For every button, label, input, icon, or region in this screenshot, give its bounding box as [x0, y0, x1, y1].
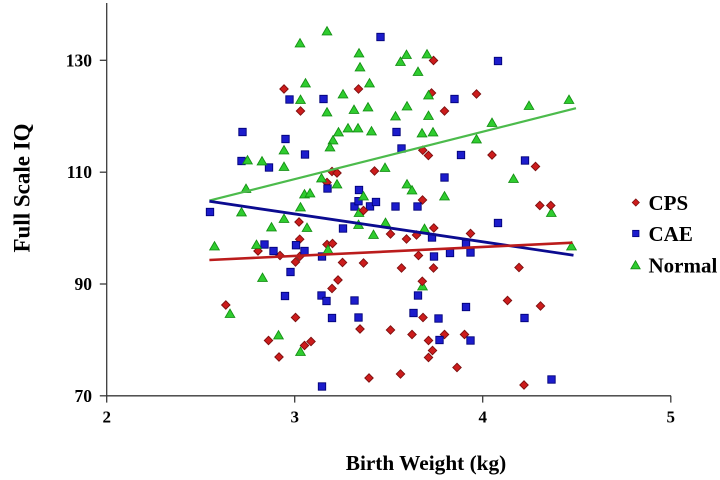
svg-text:70: 70 — [75, 386, 93, 406]
svg-text:2: 2 — [102, 408, 111, 427]
svg-text:4: 4 — [478, 408, 487, 427]
svg-text:3: 3 — [290, 408, 299, 427]
svg-text:Normal: Normal — [649, 254, 718, 278]
svg-text:Birth Weight (kg): Birth Weight (kg) — [346, 451, 507, 475]
svg-text:Full Scale IQ: Full Scale IQ — [10, 123, 35, 252]
svg-text:130: 130 — [66, 50, 93, 70]
svg-text:5: 5 — [667, 408, 676, 427]
svg-text:CPS: CPS — [649, 191, 689, 215]
svg-text:110: 110 — [67, 162, 93, 182]
svg-text:90: 90 — [75, 274, 93, 294]
svg-text:CAE: CAE — [649, 222, 693, 246]
